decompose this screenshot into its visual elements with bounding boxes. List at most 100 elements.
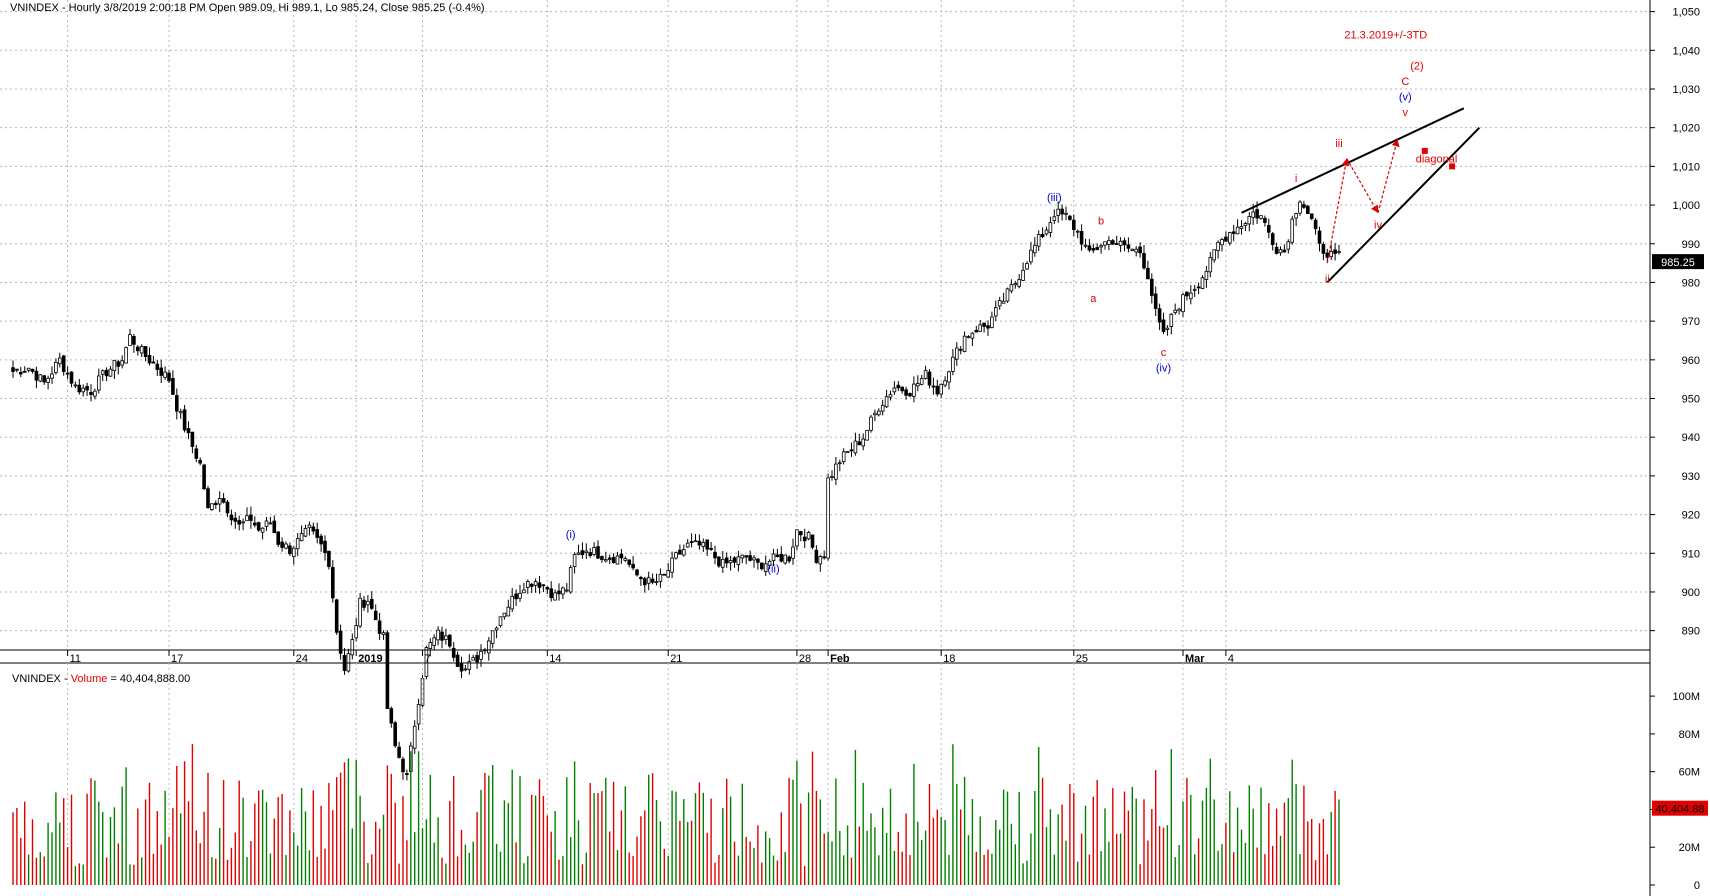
candle-body bbox=[1212, 249, 1217, 261]
candle-body bbox=[1247, 216, 1252, 225]
price-tick-label: 890 bbox=[1682, 626, 1700, 638]
candle-body bbox=[654, 581, 659, 584]
candle-body bbox=[233, 517, 238, 522]
volume-tick-label: 0 bbox=[1694, 880, 1700, 892]
candle-body bbox=[330, 567, 335, 599]
candle-body bbox=[424, 647, 429, 677]
candle-body bbox=[143, 346, 148, 357]
candle-body bbox=[100, 370, 105, 375]
candle-body bbox=[362, 599, 366, 608]
price-tick-label: 950 bbox=[1682, 394, 1700, 406]
candle-body bbox=[650, 578, 655, 583]
candle-body bbox=[1282, 249, 1287, 253]
candle-body bbox=[350, 639, 355, 656]
candle-body bbox=[873, 412, 877, 416]
candle-body bbox=[155, 363, 160, 370]
candle-body bbox=[834, 463, 838, 480]
candle-body bbox=[311, 526, 316, 532]
candle-body bbox=[194, 448, 199, 459]
candle-body bbox=[494, 627, 499, 631]
price-title-ohlc: - Hourly 3/8/2019 2:00:18 PM Open 989.09… bbox=[59, 2, 485, 14]
candle-body bbox=[1220, 239, 1224, 246]
candle-body bbox=[225, 501, 230, 514]
candle-body bbox=[139, 346, 144, 354]
candle-body bbox=[763, 563, 768, 572]
candle-body bbox=[178, 411, 183, 414]
projection-segment bbox=[1326, 158, 1348, 264]
candle-body bbox=[533, 581, 538, 586]
candle-body bbox=[623, 558, 628, 561]
candle-body bbox=[990, 316, 994, 328]
candle-body bbox=[276, 531, 280, 545]
candle-body bbox=[697, 540, 702, 546]
candle-body bbox=[877, 410, 881, 416]
candle-body bbox=[186, 428, 191, 434]
candle-body bbox=[978, 324, 982, 332]
candle-body bbox=[1091, 248, 1096, 251]
candle-body bbox=[389, 708, 394, 724]
candle-body bbox=[85, 386, 89, 391]
candle-body bbox=[50, 373, 54, 379]
candle-body bbox=[1243, 223, 1248, 226]
candle-body bbox=[22, 370, 27, 373]
wave-label: diagonal bbox=[1416, 154, 1458, 166]
volume-bars bbox=[12, 744, 1340, 885]
trendline bbox=[1326, 126, 1481, 284]
candle-body bbox=[982, 322, 986, 327]
candle-body bbox=[432, 637, 436, 646]
candle-body bbox=[315, 529, 319, 538]
price-axis: 890 900 910 920 930 940 950 960 970 980 990 1,000 1,… bbox=[1650, 7, 1700, 638]
candle-body bbox=[299, 533, 304, 542]
last-price-tag: 985.25 bbox=[1652, 254, 1704, 270]
candle-body bbox=[627, 559, 631, 565]
wave-label: (v) bbox=[1399, 92, 1412, 104]
projection-segment bbox=[1377, 139, 1399, 213]
candle-body bbox=[221, 498, 226, 503]
price-tick-label: 1,040 bbox=[1672, 45, 1700, 57]
candle-body bbox=[1267, 224, 1271, 233]
candle-body bbox=[849, 449, 854, 452]
wave-label: iv bbox=[1374, 219, 1382, 231]
candle-body bbox=[26, 367, 31, 371]
candle-body bbox=[767, 560, 772, 566]
volume-tick-label: 100M bbox=[1672, 691, 1700, 703]
candle-body bbox=[1036, 234, 1041, 247]
candle-body bbox=[580, 550, 585, 556]
candle-body bbox=[174, 395, 179, 412]
candle-body bbox=[198, 459, 203, 464]
candle-body bbox=[721, 558, 725, 568]
candle-body bbox=[1298, 201, 1302, 214]
candle-body bbox=[280, 541, 284, 548]
candle-body bbox=[256, 522, 261, 531]
candle-body bbox=[69, 371, 74, 384]
wave-label: (iii) bbox=[1047, 192, 1062, 204]
wave-label: i bbox=[1295, 173, 1297, 185]
candle-body bbox=[459, 663, 464, 672]
candle-body bbox=[1333, 249, 1337, 254]
candle-body bbox=[1239, 226, 1244, 229]
candle-body bbox=[658, 573, 663, 582]
candle-body bbox=[124, 347, 128, 364]
candle-body bbox=[116, 361, 121, 367]
candle-body bbox=[1029, 249, 1033, 263]
date-tick-label: 2019 bbox=[358, 653, 382, 665]
candle-body bbox=[327, 550, 331, 567]
candle-body bbox=[108, 368, 113, 377]
candle-body bbox=[73, 384, 78, 387]
candle-body bbox=[974, 330, 979, 333]
candle-body bbox=[600, 556, 604, 560]
candle-body bbox=[1013, 283, 1018, 286]
price-tick-label: 1,020 bbox=[1672, 123, 1700, 135]
candle-body bbox=[912, 383, 916, 397]
candle-body bbox=[358, 597, 362, 627]
wave-label: a bbox=[1090, 293, 1097, 305]
candle-body bbox=[1138, 246, 1142, 254]
candle-body bbox=[467, 661, 472, 670]
candle-body bbox=[385, 632, 390, 709]
candle-body bbox=[916, 383, 920, 387]
candle-body bbox=[923, 370, 928, 379]
candle-body bbox=[241, 521, 245, 524]
last-price-label: 985.25 bbox=[1661, 257, 1695, 269]
candle-body bbox=[401, 758, 405, 773]
candle-body bbox=[884, 396, 889, 408]
